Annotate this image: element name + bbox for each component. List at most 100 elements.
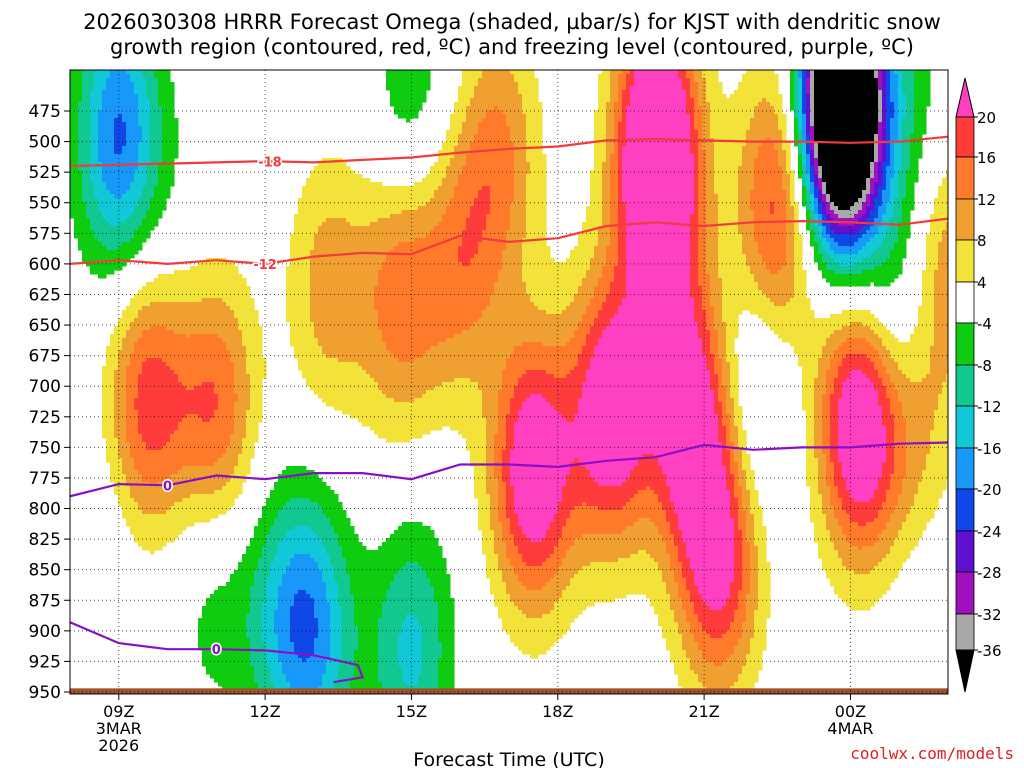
omega-cell	[506, 166, 511, 171]
omega-cell	[942, 178, 947, 183]
omega-cell	[538, 194, 543, 199]
omega-cell	[326, 194, 331, 199]
omega-cell	[154, 182, 159, 187]
omega-cell	[418, 182, 423, 187]
omega-cell	[814, 186, 819, 191]
omega-cell	[102, 74, 107, 79]
omega-cell	[590, 174, 595, 179]
omega-cell	[390, 70, 395, 75]
omega-cell	[838, 78, 843, 83]
omega-cell	[806, 158, 811, 163]
omega-cell	[690, 118, 695, 123]
omega-cell	[382, 198, 387, 203]
omega-cell	[806, 142, 811, 147]
omega-cell	[870, 114, 875, 119]
omega-cell	[162, 190, 167, 195]
omega-cell	[790, 182, 795, 187]
omega-cell	[706, 94, 711, 99]
omega-cell	[730, 170, 735, 175]
omega-cell	[878, 114, 883, 119]
omega-cell	[134, 174, 139, 179]
omega-cell	[466, 134, 471, 139]
omega-cell	[874, 170, 879, 175]
omega-cell	[618, 86, 623, 91]
omega-cell	[614, 190, 619, 195]
omega-cell	[862, 114, 867, 119]
omega-cell	[878, 102, 883, 107]
omega-cell	[638, 202, 643, 207]
omega-cell	[338, 174, 343, 179]
omega-cell	[858, 174, 863, 179]
omega-cell	[666, 166, 671, 171]
omega-cell	[426, 198, 431, 203]
omega-cell	[658, 202, 663, 207]
omega-cell	[438, 154, 443, 159]
omega-cell	[622, 126, 627, 131]
omega-cell	[82, 106, 87, 111]
omega-cell	[518, 158, 523, 163]
omega-cell	[630, 154, 635, 159]
omega-cell	[470, 190, 475, 195]
omega-cell	[330, 210, 335, 215]
omega-cell	[658, 194, 663, 199]
omega-cell	[810, 174, 815, 179]
omega-cell	[854, 98, 859, 103]
omega-cell	[726, 110, 731, 115]
omega-cell	[94, 130, 99, 135]
omega-cell	[850, 174, 855, 179]
omega-cell	[534, 134, 539, 139]
omega-cell	[130, 82, 135, 87]
omega-cell	[158, 86, 163, 91]
omega-cell	[494, 86, 499, 91]
omega-cell	[130, 198, 135, 203]
omega-cell	[730, 190, 735, 195]
omega-cell	[658, 154, 663, 159]
omega-cell	[654, 118, 659, 123]
omega-cell	[862, 102, 867, 107]
omega-cell	[386, 78, 391, 83]
omega-cell	[138, 98, 143, 103]
omega-cell	[410, 194, 415, 199]
omega-cell	[134, 170, 139, 175]
omega-cell	[686, 114, 691, 119]
omega-cell	[854, 198, 859, 203]
omega-cell	[406, 82, 411, 87]
omega-cell	[906, 110, 911, 115]
omega-cell	[498, 190, 503, 195]
omega-cell	[118, 94, 123, 99]
omega-cell	[522, 138, 527, 143]
omega-cell	[634, 162, 639, 167]
omega-cell	[310, 170, 315, 175]
omega-cell	[318, 170, 323, 175]
omega-cell	[446, 206, 451, 211]
omega-cell	[138, 106, 143, 111]
omega-cell	[706, 90, 711, 95]
omega-cell	[842, 186, 847, 191]
omega-cell	[918, 98, 923, 103]
omega-cell	[814, 86, 819, 91]
omega-cell	[618, 170, 623, 175]
omega-cell	[690, 122, 695, 127]
omega-cell	[446, 178, 451, 183]
omega-cell	[734, 134, 739, 139]
omega-cell	[422, 202, 427, 207]
omega-cell	[810, 106, 815, 111]
omega-cell	[318, 178, 323, 183]
omega-cell	[602, 154, 607, 159]
omega-cell	[822, 118, 827, 123]
omega-cell	[886, 142, 891, 147]
omega-cell	[730, 134, 735, 139]
omega-cell	[74, 166, 79, 171]
omega-cell	[854, 102, 859, 107]
omega-cell	[74, 98, 79, 103]
omega-cell	[170, 130, 175, 135]
omega-cell	[902, 162, 907, 167]
omega-cell	[914, 86, 919, 91]
omega-cell	[462, 158, 467, 163]
omega-cell	[634, 82, 639, 87]
omega-cell	[674, 202, 679, 207]
omega-cell	[526, 86, 531, 91]
omega-cell	[670, 158, 675, 163]
omega-cell	[458, 206, 463, 211]
omega-cell	[890, 162, 895, 167]
